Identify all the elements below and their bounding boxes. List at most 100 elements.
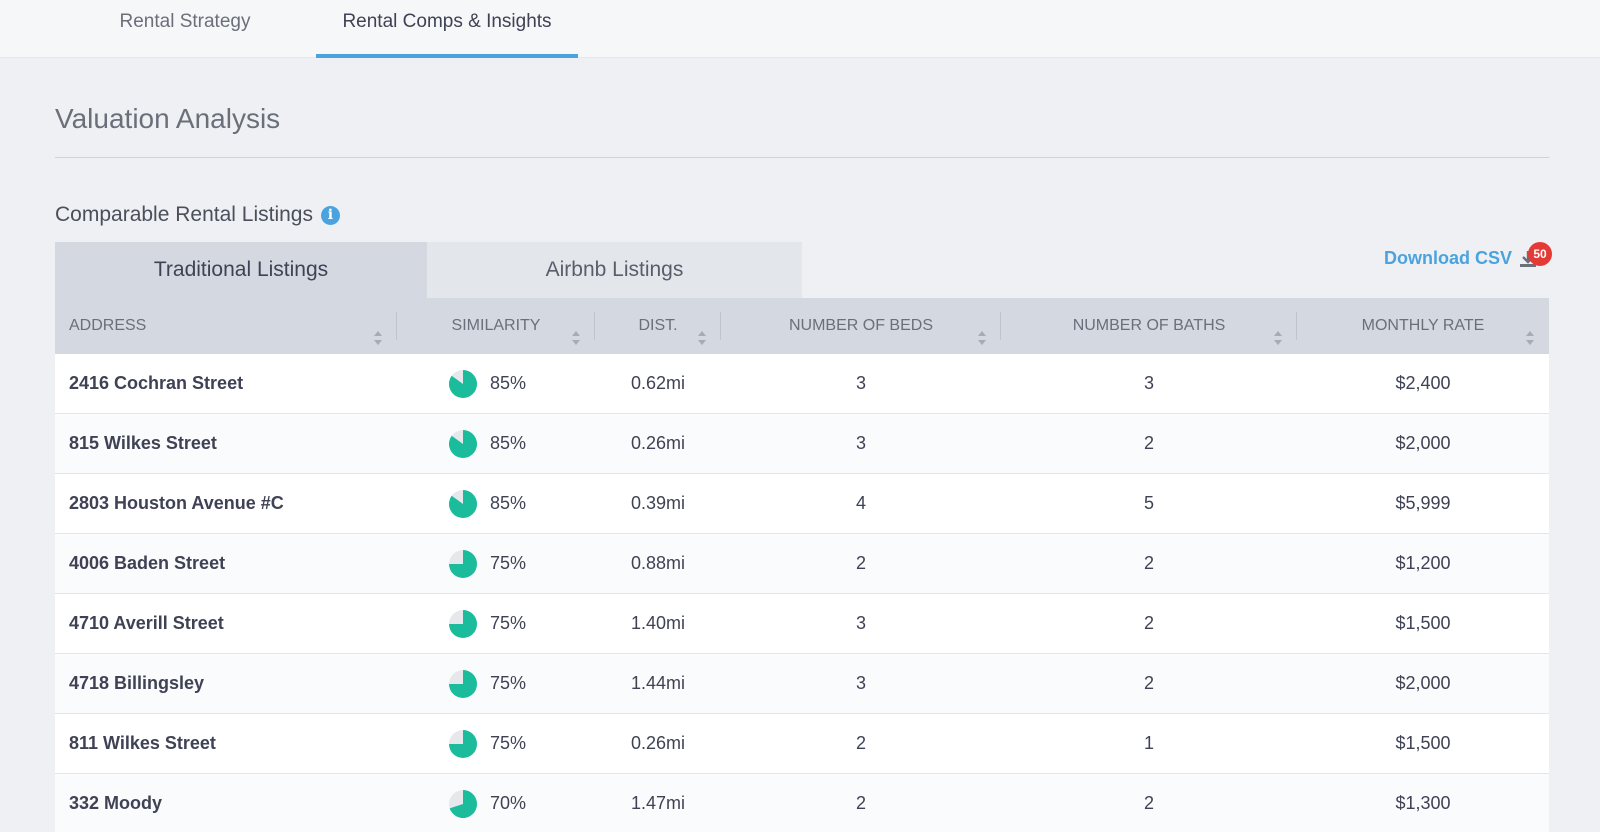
tab-traditional-listings[interactable]: Traditional Listings [55, 242, 427, 298]
table-row[interactable]: 815 Wilkes Street 85% 0.26mi 3 2 $2,000 [55, 414, 1549, 474]
table-row[interactable]: 332 Moody 70% 1.47mi 2 2 $1,300 [55, 774, 1549, 832]
distance-cell: 0.26mi [630, 433, 686, 453]
column-separator [1000, 312, 1001, 340]
similarity-pie-icon [448, 669, 477, 698]
similarity-cell: 85% [397, 429, 595, 459]
table-row[interactable]: 811 Wilkes Street 75% 0.26mi 2 1 $1,500 [55, 714, 1549, 774]
table-row[interactable]: 4710 Averill Street 75% 1.40mi 3 2 $1,500 [55, 594, 1549, 654]
sort-icon[interactable] [977, 316, 987, 345]
baths-cell: 2 [1143, 613, 1154, 633]
comps-table: ADDRESS SIMILARITY DIST. NUMBER OF BEDS … [55, 298, 1549, 832]
table-row[interactable]: 2416 Cochran Street 85% 0.62mi 3 3 $2,400 [55, 354, 1549, 414]
distance-cell: 1.40mi [630, 613, 686, 633]
similarity-cell: 85% [397, 489, 595, 519]
tab-airbnb-listings[interactable]: Airbnb Listings [427, 242, 802, 298]
distance-cell: 0.39mi [630, 493, 686, 513]
address-cell[interactable]: 4006 Baden Street [69, 553, 226, 573]
baths-cell: 5 [1143, 493, 1154, 513]
similarity-cell: 75% [397, 549, 595, 579]
address-cell[interactable]: 332 Moody [69, 793, 163, 813]
baths-cell: 2 [1143, 553, 1154, 573]
beds-cell: 3 [855, 613, 866, 633]
baths-cell: 1 [1143, 733, 1154, 753]
col-label: NUMBER OF BATHS [1072, 317, 1226, 334]
rate-cell: $1,500 [1395, 613, 1451, 633]
table-body: 2416 Cochran Street 85% 0.62mi 3 3 $2,400 815 … [55, 354, 1549, 832]
col-rate-header[interactable]: MONTHLY RATE [1297, 298, 1549, 354]
col-baths-header[interactable]: NUMBER OF BATHS [1001, 298, 1297, 354]
column-separator [594, 312, 595, 340]
address-cell[interactable]: 2416 Cochran Street [69, 373, 244, 393]
similarity-pie-icon [448, 549, 477, 578]
similarity-cell: 70% [397, 789, 595, 819]
column-separator [720, 312, 721, 340]
comparable-listings-heading: Comparable Rental Listings i [55, 203, 340, 227]
beds-cell: 2 [855, 793, 866, 813]
sort-icon[interactable] [1525, 316, 1535, 345]
distance-cell: 1.47mi [630, 793, 686, 813]
comparable-listings-title: Comparable Rental Listings [55, 203, 313, 226]
similarity-value: 85% [489, 433, 527, 453]
distance-cell: 0.88mi [630, 553, 686, 573]
rate-cell: $1,300 [1395, 793, 1451, 813]
similarity-pie-icon [448, 609, 477, 638]
col-label: MONTHLY RATE [1361, 317, 1485, 334]
beds-cell: 2 [855, 733, 866, 753]
similarity-value: 85% [489, 373, 527, 393]
info-circle-icon[interactable]: i [320, 205, 340, 225]
listing-tabs: Traditional Listings Airbnb Listings [55, 242, 802, 298]
address-cell[interactable]: 4710 Averill Street [69, 613, 224, 633]
table-row[interactable]: 4006 Baden Street 75% 0.88mi 2 2 $1,200 [55, 534, 1549, 594]
download-csv-label: Download CSV [1384, 248, 1513, 268]
address-cell[interactable]: 4718 Billingsley [69, 673, 205, 693]
column-separator [1296, 312, 1297, 340]
divider [55, 157, 1549, 158]
col-similarity-header[interactable]: SIMILARITY [397, 298, 595, 354]
similarity-pie-icon [448, 369, 477, 398]
tab-rental-comps-insights[interactable]: Rental Comps & Insights [316, 0, 578, 58]
similarity-cell: 75% [397, 669, 595, 699]
col-dist-header[interactable]: DIST. [595, 298, 721, 354]
distance-cell: 0.26mi [630, 733, 686, 753]
rate-cell: $1,500 [1395, 733, 1451, 753]
download-count-badge: 50 [1528, 242, 1552, 266]
baths-cell: 2 [1143, 433, 1154, 453]
rate-cell: $2,000 [1395, 673, 1451, 693]
col-beds-header[interactable]: NUMBER OF BEDS [721, 298, 1001, 354]
section-title: Valuation Analysis [55, 103, 281, 134]
beds-cell: 4 [855, 493, 866, 513]
col-label: DIST. [638, 317, 678, 334]
similarity-value: 75% [489, 733, 527, 753]
sort-icon[interactable] [1273, 316, 1283, 345]
baths-cell: 2 [1143, 673, 1154, 693]
sort-icon[interactable] [373, 316, 383, 345]
similarity-cell: 75% [397, 609, 595, 639]
beds-cell: 3 [855, 673, 866, 693]
similarity-pie-icon [448, 489, 477, 518]
table-row[interactable]: 2803 Houston Avenue #C 85% 0.39mi 4 5 $5,999 [55, 474, 1549, 534]
top-tab-bar: Rental Strategy Rental Comps & Insights [0, 0, 1600, 58]
similarity-value: 75% [489, 553, 527, 573]
rate-cell: $2,400 [1395, 373, 1451, 393]
sort-icon[interactable] [697, 316, 707, 345]
distance-cell: 1.44mi [630, 673, 686, 693]
col-address-header[interactable]: ADDRESS [55, 298, 397, 354]
baths-cell: 2 [1143, 793, 1154, 813]
rate-cell: $2,000 [1395, 433, 1451, 453]
download-csv-button[interactable]: Download CSV [1384, 248, 1538, 269]
tab-rental-strategy[interactable]: Rental Strategy [119, 11, 251, 32]
rate-cell: $5,999 [1395, 493, 1451, 513]
table-row[interactable]: 4718 Billingsley 75% 1.44mi 3 2 $2,000 [55, 654, 1549, 714]
address-cell[interactable]: 2803 Houston Avenue #C [69, 493, 284, 513]
similarity-value: 85% [489, 493, 527, 513]
similarity-value: 75% [489, 613, 527, 633]
address-cell[interactable]: 811 Wilkes Street [69, 733, 216, 753]
similarity-cell: 85% [397, 369, 595, 399]
similarity-value: 70% [489, 793, 527, 813]
table-header: ADDRESS SIMILARITY DIST. NUMBER OF BEDS … [55, 298, 1549, 354]
beds-cell: 3 [855, 373, 866, 393]
address-cell[interactable]: 815 Wilkes Street [69, 433, 217, 453]
similarity-pie-icon [448, 789, 477, 818]
sort-icon[interactable] [571, 316, 581, 345]
beds-cell: 2 [855, 553, 866, 573]
